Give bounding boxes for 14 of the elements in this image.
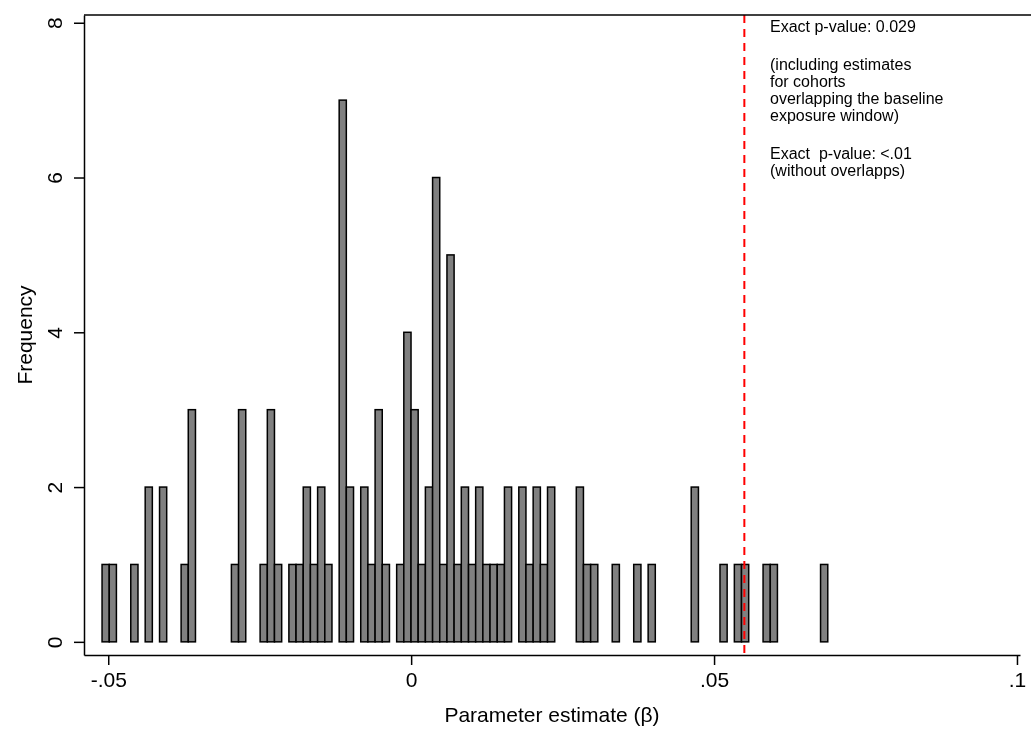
x-axis-title: Parameter estimate (β) <box>444 703 660 726</box>
y-tick-label: 8 <box>43 17 66 30</box>
annotation: (including estimates for cohorts overlapping the baseline exposure window) <box>770 56 944 124</box>
x-tick-label: -.05 <box>90 667 127 691</box>
annotation: Exact p-value: 0.029 <box>770 18 916 35</box>
y-tick-label: 0 <box>43 636 66 649</box>
x-tick-label: .1 <box>1008 667 1027 691</box>
y-axis-title: Frequency <box>13 284 36 385</box>
annotation: Exact p-value: <.01 (without overlapps) <box>770 145 912 179</box>
y-tick-label: 6 <box>43 172 66 184</box>
x-tick-label: 0 <box>405 667 418 691</box>
x-tick-label: .05 <box>699 667 730 691</box>
y-tick-label: 2 <box>43 481 66 494</box>
y-tick-label: 4 <box>43 326 66 339</box>
